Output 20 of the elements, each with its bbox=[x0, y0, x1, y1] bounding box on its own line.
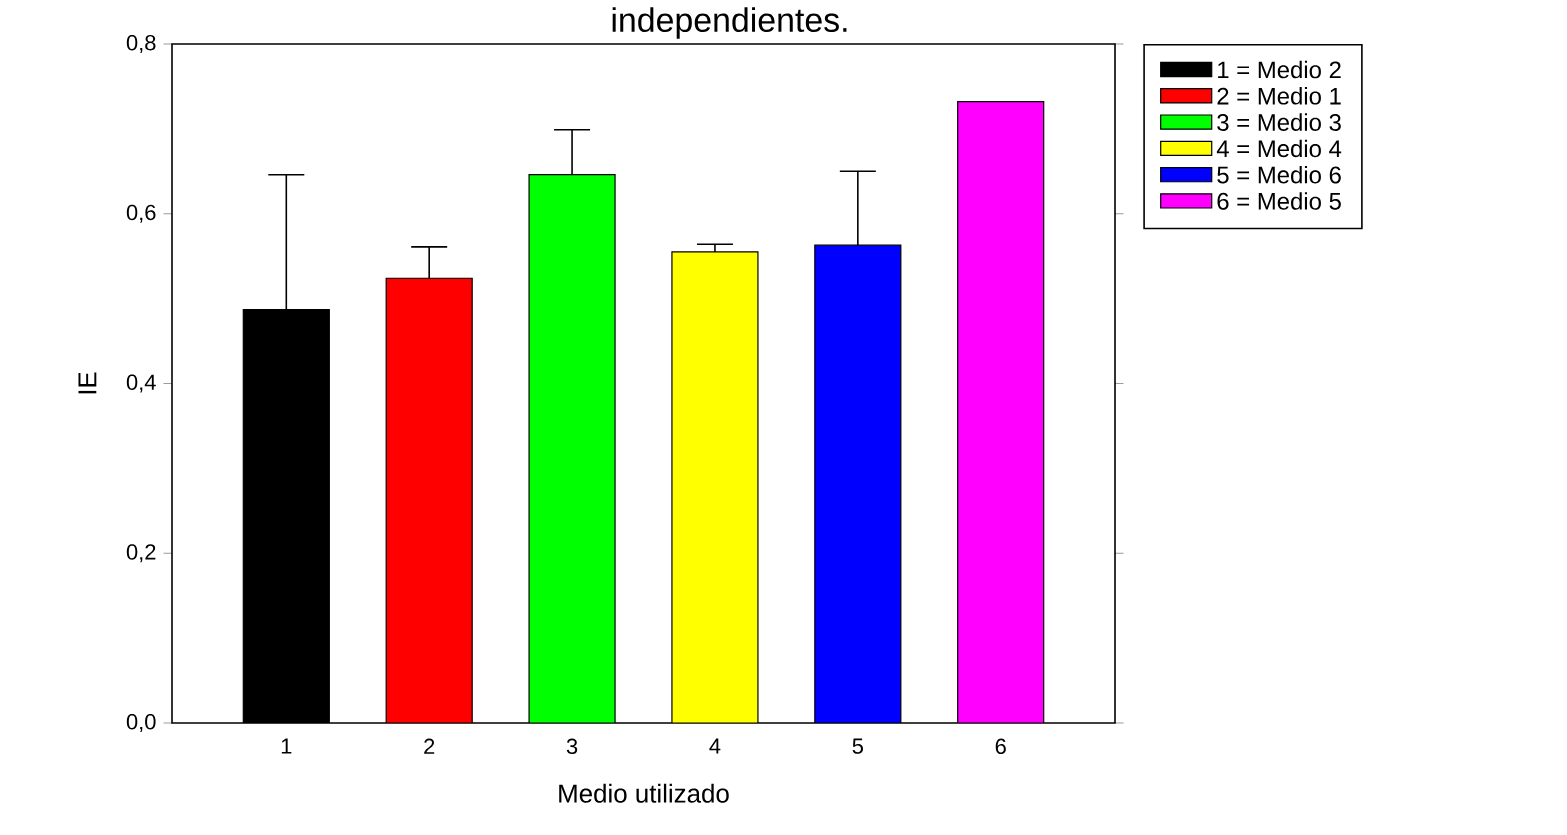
legend-label: 4 = Medio 4 bbox=[1216, 139, 1342, 158]
y-tick-label: 0,4 bbox=[126, 374, 156, 393]
legend-label: 3 = Medio 3 bbox=[1217, 113, 1341, 131]
x-tick-label: 1 bbox=[281, 738, 292, 754]
y-tick-label: 0,2 bbox=[126, 544, 156, 563]
chart-title: independientes. bbox=[612, 7, 847, 39]
y-tick-label: 0,8 bbox=[126, 34, 156, 54]
legend-label: 6 = Medio 5 bbox=[1217, 192, 1341, 210]
y-tick-label: 0,0 bbox=[126, 713, 156, 733]
legend-label: 2 = Medio 1 bbox=[1217, 87, 1341, 105]
x-tick-label: 2 bbox=[424, 738, 435, 754]
legend-label: 1 = Medio 2 bbox=[1218, 60, 1341, 79]
x-axis-title: Medio utilizado bbox=[559, 783, 729, 803]
x-tick-label: 4 bbox=[709, 738, 721, 754]
legend-label: 5 = Medio 6 bbox=[1217, 165, 1341, 184]
x-tick-label: 3 bbox=[566, 738, 578, 755]
x-tick-label: 6 bbox=[995, 738, 1006, 755]
x-tick-label: 5 bbox=[852, 738, 863, 754]
y-tick-label: 0,6 bbox=[126, 204, 156, 223]
y-axis-title: IE bbox=[78, 372, 97, 394]
